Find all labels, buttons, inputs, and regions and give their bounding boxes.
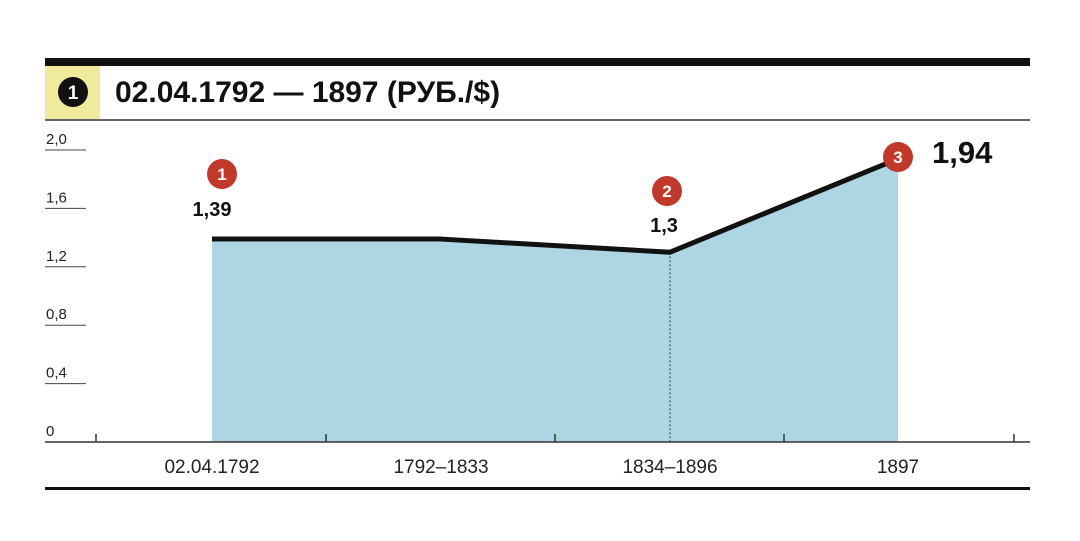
y-tick-label: 0,8 [46,306,67,323]
top-rule [45,58,1030,66]
marker-label: 3 [893,148,902,167]
series-line [212,156,899,255]
x-tick-label: 02.04.1792 [164,457,259,478]
x-tick-label: 1834–1896 [622,457,717,478]
header-number-badge [58,77,88,107]
y-tick-label: 1,2 [46,248,67,265]
y-tick-label: 0 [46,423,54,440]
bottom-rule [45,487,1030,490]
data-label: 1,94 [932,135,993,170]
marker-badge [883,142,913,172]
chart-title: 02.04.1792 — 1897 (РУБ./$) [115,76,500,109]
header-number: 1 [68,83,79,104]
marker-badge [652,176,682,206]
x-tick-label: 1792–1833 [393,457,488,478]
marker-label: 1 [217,165,226,184]
y-tick-label: 2,0 [46,131,67,148]
data-label: 1,3 [650,215,678,237]
y-tick-label: 1,6 [46,189,67,206]
data-label: 1,39 [193,199,232,221]
marker-badge [207,159,237,189]
marker-label: 2 [662,182,671,201]
y-tick-label: 0,4 [46,365,67,382]
x-tick-label: 1897 [877,457,919,478]
